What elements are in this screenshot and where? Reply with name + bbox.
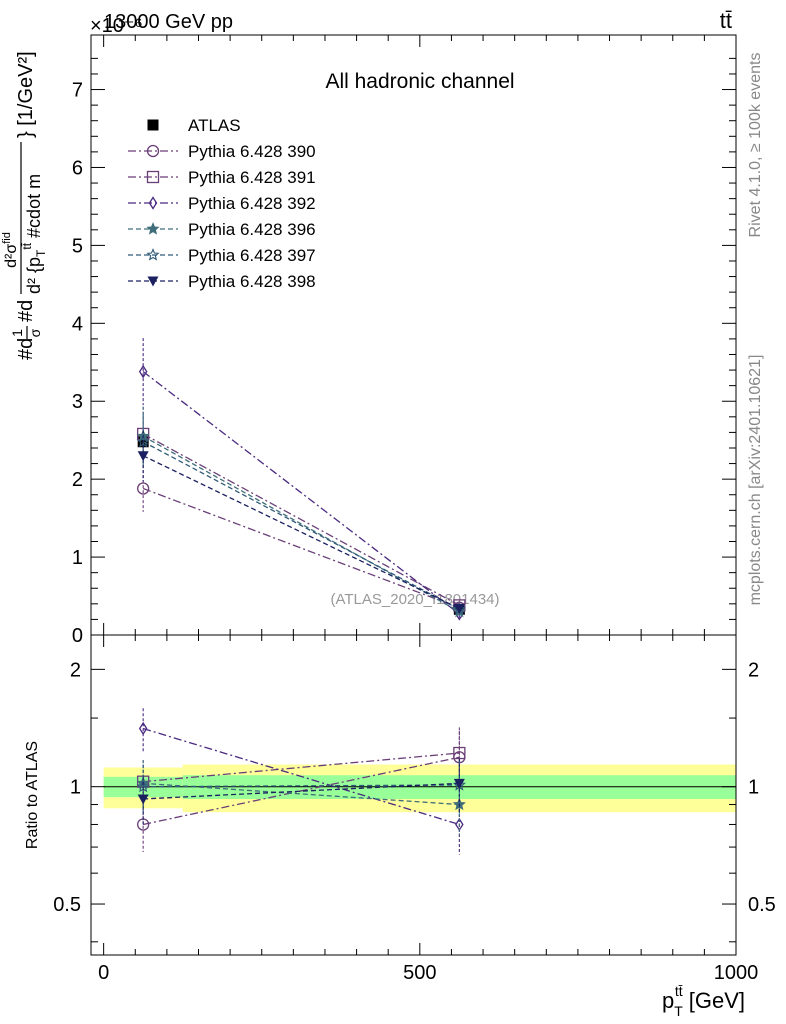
y-label-tt: tt̄ bbox=[20, 242, 34, 249]
x-label-unit: [GeV] bbox=[683, 988, 745, 1013]
legend-label: ATLAS bbox=[188, 116, 241, 135]
data-point bbox=[138, 364, 148, 379]
svg-text:d²σfid: d²σfid bbox=[1, 232, 20, 268]
data-point bbox=[137, 451, 149, 462]
legend-marker bbox=[146, 222, 160, 235]
x-axis-label: pTtt̄ [GeV] bbox=[662, 983, 745, 1019]
ratio-series-line bbox=[143, 752, 460, 783]
y-tick-label: 7 bbox=[72, 80, 83, 102]
y-label-T: T bbox=[34, 249, 48, 257]
series-3 bbox=[138, 338, 464, 621]
legend-marker bbox=[148, 196, 158, 210]
ratio-series-line bbox=[142, 727, 460, 826]
y-label-lead: #d bbox=[15, 338, 37, 360]
y-tick-label: 1 bbox=[72, 547, 83, 569]
main-panel: All hadronic channel (ATLAS_2020_I180143… bbox=[1, 34, 737, 647]
rivet-label: Rivet 4.1.0, ≥ 100k events bbox=[747, 53, 764, 238]
x-tick-label: 500 bbox=[403, 962, 436, 984]
series-5 bbox=[136, 414, 466, 615]
y-label-unit: } [1/GeV²] bbox=[15, 51, 37, 138]
mcplots-label: mcplots.cern.ch [arXiv:2401.10621] bbox=[747, 355, 764, 606]
y-label-cdot: #cdot m bbox=[24, 174, 44, 243]
series-line bbox=[142, 441, 460, 610]
ratio-y-tick-label-right: 1 bbox=[748, 777, 759, 799]
y-label-mid: #d bbox=[15, 300, 37, 322]
ratio-data-point bbox=[137, 794, 149, 805]
legend-marker bbox=[147, 276, 159, 287]
svg-text:#d: #d bbox=[15, 338, 37, 360]
y-tick-label: 0 bbox=[72, 625, 83, 647]
ratio-series-5 bbox=[137, 758, 465, 825]
energy-label: 13000 GeV pp bbox=[104, 11, 233, 33]
ratio-panel: 0 500 1000 0.5 0.5 1 1 2 2 Ratio to ATLAS pTtt̄ … bbox=[24, 634, 776, 1019]
legend-label: Pythia 6.428 391 bbox=[188, 168, 316, 187]
legend-marker bbox=[146, 170, 160, 184]
x-tick-label: 0 bbox=[98, 962, 109, 984]
ratio-bands bbox=[103, 764, 737, 813]
y-label-den: d² {p bbox=[24, 257, 44, 294]
analysis-watermark: (ATLAS_2020_I1801434) bbox=[330, 591, 499, 608]
ratio-y-tick-label: 0.5 bbox=[53, 894, 81, 916]
y-tick-label: 2 bbox=[72, 469, 83, 491]
main-series-group bbox=[136, 338, 466, 621]
main-axes: 0 1 2 3 4 5 6 7 bbox=[72, 35, 737, 647]
x-label-sub: T bbox=[674, 1003, 683, 1019]
ratio-series-line bbox=[143, 756, 460, 826]
ratio-series-line bbox=[143, 782, 460, 800]
y-label-num: d²σ bbox=[3, 244, 20, 268]
legend-label: Pythia 6.428 390 bbox=[188, 142, 316, 161]
data-point bbox=[136, 434, 150, 448]
y-tick-label: 6 bbox=[72, 157, 83, 179]
ratio-data-point bbox=[138, 721, 148, 736]
x-label-sup: tt̄ bbox=[675, 983, 683, 999]
series-line bbox=[142, 455, 460, 610]
series-6 bbox=[137, 430, 465, 615]
legend-label: Pythia 6.428 398 bbox=[188, 272, 316, 291]
legend-label: Pythia 6.428 392 bbox=[188, 194, 316, 213]
ratio-series-group bbox=[136, 708, 466, 855]
series-line bbox=[142, 371, 460, 615]
x-tick-label: 1000 bbox=[714, 962, 759, 984]
data-point bbox=[453, 604, 465, 615]
legend-marker bbox=[146, 144, 160, 158]
y-label-sigma: σ bbox=[27, 328, 43, 337]
series-line bbox=[142, 433, 460, 606]
legend: ATLAS Pythia 6.428 390 Pythia 6.428 391 Pyt… bbox=[128, 116, 316, 291]
ratio-y-tick-label-right: 0.5 bbox=[748, 894, 776, 916]
process-label: tt̄ bbox=[720, 8, 732, 33]
legend-label: Pythia 6.428 397 bbox=[188, 246, 316, 265]
legend-marker bbox=[146, 248, 160, 261]
legend-label: Pythia 6.428 396 bbox=[188, 220, 316, 239]
ratio-series-line bbox=[143, 784, 460, 788]
chart-title: All hadronic channel bbox=[325, 70, 514, 93]
main-y-label: #d 1 σ #d d²σfid d² {pTtt̄ #cdot m } [1/… bbox=[1, 51, 48, 360]
svg-text:d² {pTtt̄ #cdot m: d² {pTtt̄ #cdot m bbox=[20, 174, 48, 294]
ratio-frame bbox=[90, 634, 737, 956]
ratio-y-tick-label: 2 bbox=[70, 659, 81, 681]
ratio-y-label: Ratio to ATLAS bbox=[24, 741, 41, 849]
ratio-data-point bbox=[453, 746, 466, 760]
series-line bbox=[142, 487, 460, 609]
data-point bbox=[137, 482, 150, 495]
y-label-fid: fid bbox=[1, 232, 13, 244]
series-1 bbox=[137, 465, 466, 614]
series-4 bbox=[136, 406, 466, 618]
x-label-base: p bbox=[662, 988, 674, 1013]
y-tick-label: 5 bbox=[72, 235, 83, 257]
y-label-one: 1 bbox=[9, 329, 25, 337]
series-line bbox=[142, 435, 460, 613]
y-exponent-label: ×10⁻⁶ bbox=[90, 15, 143, 37]
ratio-series-2 bbox=[138, 708, 464, 855]
ratio-y-tick-label: 1 bbox=[70, 777, 81, 799]
y-tick-label: 3 bbox=[72, 391, 83, 413]
ratio-data-point bbox=[453, 778, 465, 789]
ratio-axes: 0 500 1000 0.5 0.5 1 1 2 2 bbox=[53, 635, 776, 984]
ratio-y-tick-label-right: 2 bbox=[748, 659, 759, 681]
y-tick-label: 4 bbox=[72, 313, 83, 335]
legend-marker bbox=[147, 119, 159, 131]
